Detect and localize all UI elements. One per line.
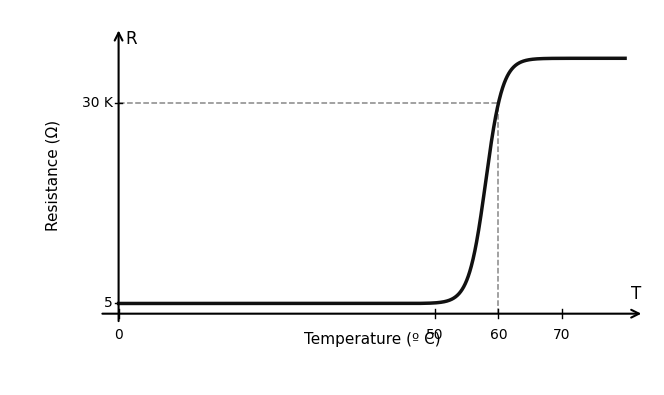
- Text: 50: 50: [426, 328, 444, 342]
- X-axis label: Temperature (º C): Temperature (º C): [303, 332, 440, 347]
- Text: R: R: [125, 30, 137, 48]
- Text: 5: 5: [104, 297, 113, 310]
- Text: 60: 60: [489, 328, 507, 342]
- Text: T: T: [631, 286, 641, 303]
- Y-axis label: Resistance (Ω): Resistance (Ω): [46, 120, 60, 231]
- Text: 0: 0: [114, 328, 123, 342]
- Text: 70: 70: [553, 328, 570, 342]
- Text: 30 K: 30 K: [82, 96, 113, 110]
